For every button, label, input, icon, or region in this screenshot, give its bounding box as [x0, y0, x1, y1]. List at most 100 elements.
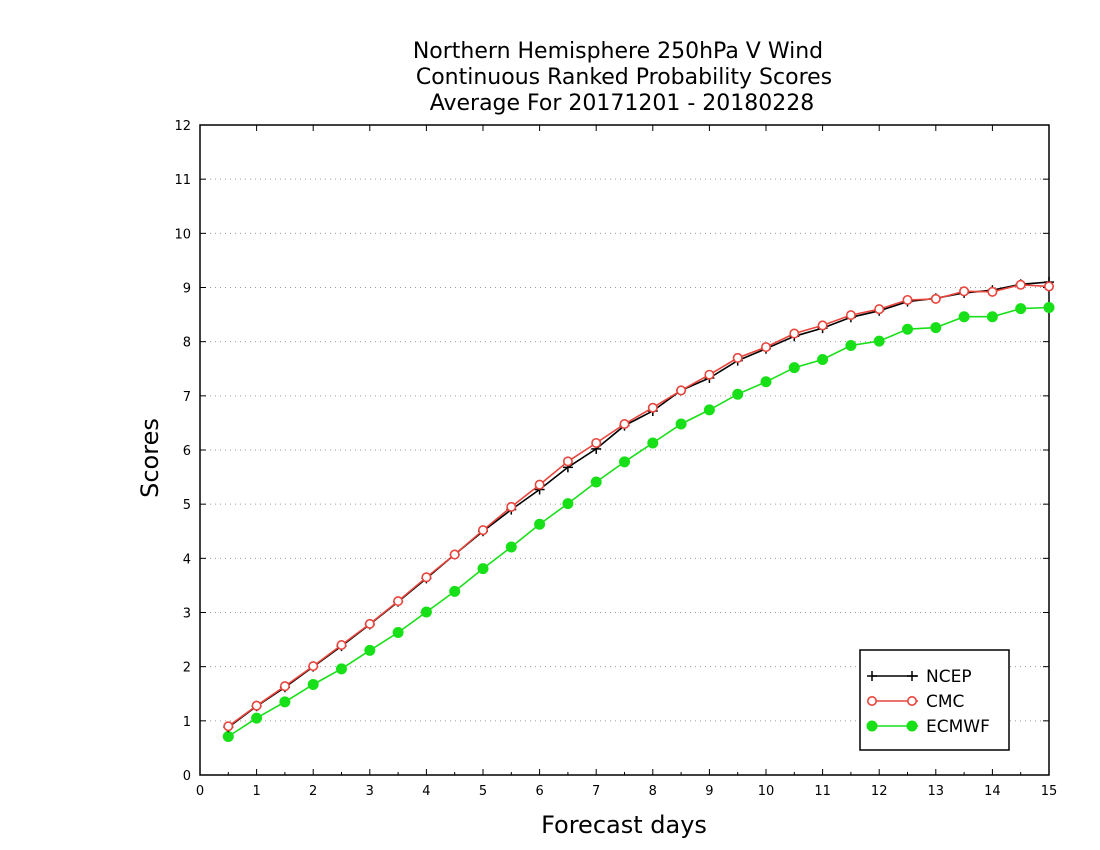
data-point-ecmwf — [619, 456, 630, 468]
x-tick-label: 10 — [758, 784, 775, 799]
data-point-ecmwf — [930, 322, 942, 334]
legend-label-ecmwf: ECMWF — [926, 717, 990, 737]
x-tick-label: 13 — [928, 784, 945, 799]
series-layer — [222, 277, 1055, 743]
data-point-cmc — [223, 721, 234, 732]
data-point-ecmwf — [817, 354, 829, 366]
chart-title: Northern Hemisphere 250hPa V Wind Contin… — [413, 39, 832, 116]
data-point-cmc — [874, 304, 885, 315]
legend-marker-ncep — [907, 671, 917, 681]
y-tick-label: 7 — [183, 390, 191, 405]
legend-item-ncep: NCEP — [867, 667, 972, 687]
data-point-ecmwf — [590, 476, 602, 488]
legend: NCEP CMC ECMWF — [859, 649, 1010, 751]
y-tick-label: 6 — [183, 444, 191, 459]
data-point-cmc — [308, 661, 319, 672]
data-point-ecmwf — [392, 627, 404, 639]
legend-label-cmc: CMC — [926, 692, 964, 712]
data-point-ecmwf — [1015, 303, 1027, 315]
data-point-ecmwf — [732, 388, 744, 400]
data-point-ecmwf — [420, 606, 432, 618]
data-point-cmc — [562, 456, 573, 467]
legend-marker-ecmwf — [906, 720, 918, 732]
data-point-cmc — [845, 310, 856, 321]
data-point-ecmwf — [760, 376, 772, 388]
data-point-ecmwf — [1043, 302, 1055, 314]
data-point-ecmwf — [505, 541, 517, 553]
data-point-ecmwf — [534, 518, 546, 530]
data-point-ecmwf — [788, 362, 800, 374]
legend-marker-cmc — [906, 695, 917, 706]
title-line-3: Average For 20171201 - 20180228 — [430, 91, 815, 116]
x-tick-label: 5 — [479, 784, 487, 799]
data-point-cmc — [789, 328, 800, 339]
series-cmc — [223, 279, 1055, 732]
gridlines — [200, 178, 1049, 722]
data-point-cmc — [959, 286, 970, 297]
data-point-cmc — [591, 437, 602, 448]
legend-box — [859, 649, 1010, 751]
legend-marker-ncep — [867, 671, 877, 681]
x-axis-label: Forecast days — [541, 811, 707, 839]
data-point-cmc — [647, 402, 658, 413]
x-tick-label: 1 — [252, 784, 260, 799]
data-point-ecmwf — [307, 679, 319, 691]
data-point-cmc — [506, 501, 517, 512]
data-point-cmc — [336, 639, 347, 650]
data-point-cmc — [449, 549, 460, 560]
data-point-cmc — [732, 352, 743, 363]
data-point-ecmwf — [251, 712, 263, 724]
data-point-cmc — [704, 369, 715, 380]
data-point-cmc — [619, 418, 630, 429]
y-tick-label: 0 — [183, 769, 191, 784]
data-point-cmc — [364, 618, 375, 629]
data-point-cmc — [817, 320, 828, 331]
data-point-cmc — [987, 286, 998, 297]
y-tick-label: 2 — [183, 661, 191, 676]
x-tick-label: 2 — [309, 784, 317, 799]
y-tick-label: 10 — [174, 227, 191, 242]
legend-marker-cmc — [866, 695, 877, 706]
y-tick-label: 5 — [183, 498, 191, 513]
data-point-ecmwf — [873, 335, 885, 347]
x-tick-label: 12 — [871, 784, 888, 799]
y-tick-label: 11 — [174, 173, 191, 188]
data-point-ecmwf — [279, 696, 291, 708]
data-point-ecmwf — [647, 437, 659, 449]
x-tick-label: 9 — [705, 784, 713, 799]
y-tick-label: 12 — [174, 119, 191, 134]
data-point-ecmwf — [562, 498, 574, 510]
x-tick-label: 0 — [196, 784, 204, 799]
data-point-ecmwf — [902, 323, 913, 335]
y-tick-label: 3 — [183, 607, 191, 622]
data-point-ecmwf — [675, 418, 687, 430]
y-tick-label: 9 — [183, 282, 191, 297]
x-tick-label: 8 — [649, 784, 657, 799]
data-point-cmc — [534, 479, 545, 490]
data-point-ecmwf — [958, 311, 970, 323]
y-tick-label: 8 — [183, 336, 191, 351]
data-point-ecmwf — [364, 644, 376, 656]
x-axis: 0 1 2 3 4 5 6 7 8 9 10 11 12 13 14 15 — [196, 125, 1057, 799]
legend-label-ncep: NCEP — [926, 667, 972, 687]
title-line-1: Northern Hemisphere 250hPa V Wind — [413, 39, 823, 64]
data-point-ecmwf — [336, 663, 347, 675]
x-tick-label: 7 — [592, 784, 600, 799]
legend-item-ecmwf: ECMWF — [866, 717, 990, 737]
y-tick-label: 4 — [183, 552, 191, 567]
data-point-cmc — [393, 596, 404, 607]
data-point-cmc — [421, 572, 432, 583]
series-ecmwf — [222, 302, 1055, 743]
data-point-ecmwf — [986, 311, 998, 323]
legend-item-cmc: CMC — [866, 692, 964, 712]
data-point-ecmwf — [703, 404, 715, 416]
data-point-ecmwf — [845, 339, 857, 351]
x-tick-label: 3 — [366, 784, 374, 799]
data-point-cmc — [279, 681, 290, 692]
legend-marker-ecmwf — [866, 720, 878, 732]
data-point-cmc — [760, 342, 771, 353]
x-tick-label: 15 — [1041, 784, 1058, 799]
data-point-cmc — [1044, 281, 1055, 292]
